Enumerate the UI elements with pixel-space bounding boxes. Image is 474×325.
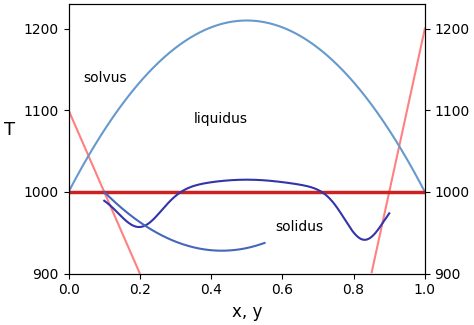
Y-axis label: T: T (4, 121, 15, 139)
Text: solvus: solvus (83, 71, 127, 85)
Text: solidus: solidus (275, 220, 323, 234)
Text: liquidus: liquidus (193, 111, 247, 125)
X-axis label: x, y: x, y (231, 303, 262, 321)
